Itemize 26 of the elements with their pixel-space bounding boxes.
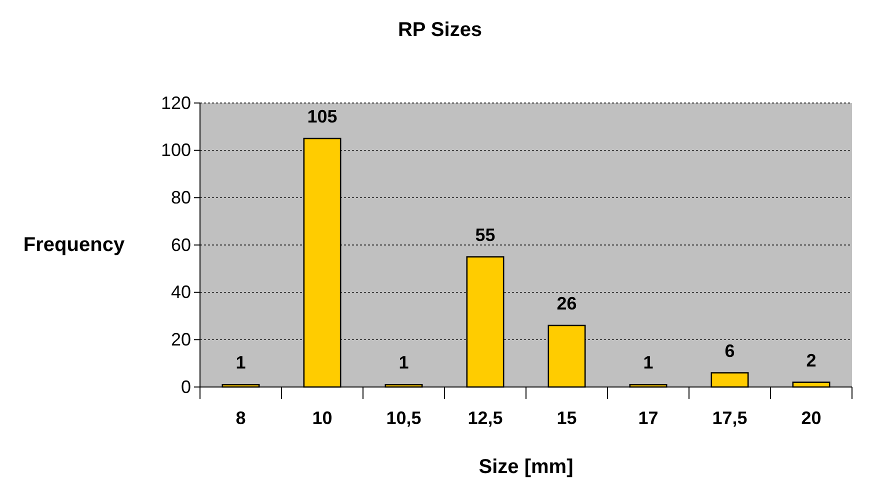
data-label: 26 — [556, 293, 577, 314]
y-tick-label: 20 — [170, 329, 191, 350]
x-tick-label: 17,5 — [712, 408, 748, 428]
data-label: 6 — [724, 340, 735, 361]
data-label: 1 — [643, 352, 654, 373]
x-axis-title: Size [mm] — [478, 456, 574, 478]
y-axis-title: Frequency — [23, 234, 126, 256]
y-tick-label: 100 — [160, 140, 191, 160]
x-tick-label: 20 — [801, 408, 822, 428]
x-tick-label: 17 — [638, 408, 658, 428]
y-tick-label: 80 — [170, 187, 191, 208]
x-tick-label: 10,5 — [386, 408, 422, 428]
y-tick-label: 120 — [160, 92, 191, 113]
data-label: 2 — [806, 350, 816, 370]
data-label: 105 — [307, 106, 338, 126]
y-tick-label: 60 — [170, 234, 191, 255]
x-tick-label: 10 — [312, 408, 332, 428]
data-label: 1 — [236, 352, 246, 373]
chart-title: RP Sizes — [398, 19, 482, 41]
data-label: 55 — [475, 224, 496, 245]
y-tick-label: 40 — [170, 282, 191, 302]
x-tick-label: 12,5 — [468, 408, 503, 428]
x-tick-label: 8 — [236, 408, 246, 428]
y-tick-label: 0 — [180, 376, 191, 397]
data-label: 1 — [398, 352, 409, 373]
x-tick-label: 15 — [556, 408, 577, 428]
